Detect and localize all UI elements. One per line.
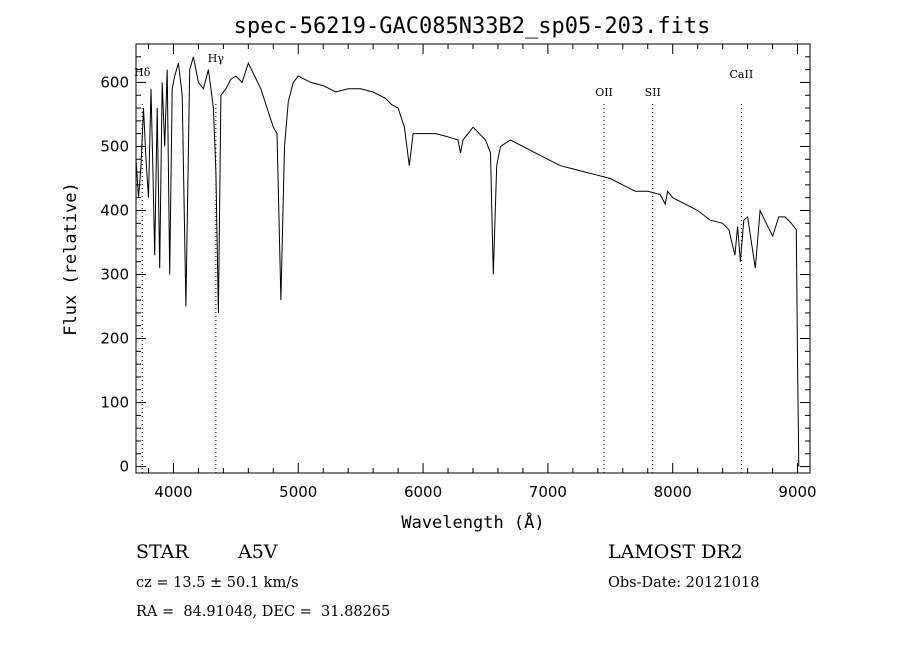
y-tick-label: 400 [100, 201, 129, 219]
x-axis-label: Wavelength (Å) [401, 511, 544, 533]
redshift-text: cz = 13.5 ± 50.1 km/s [136, 575, 299, 591]
x-tick-label: 8000 [654, 483, 692, 501]
x-tick-label: 9000 [778, 483, 816, 501]
spectrum-line [136, 56, 800, 467]
annotation-label: SII [645, 86, 661, 99]
series-layer [136, 56, 800, 467]
y-axis-label: Flux (relative) [61, 182, 81, 336]
y-axis: 0 100 200 300 400 500 600 [100, 56, 810, 476]
y-tick-label: 0 [119, 458, 129, 476]
y-tick-label: 500 [100, 137, 129, 155]
y-tick-label: 100 [100, 394, 129, 412]
annotation-labels: Hδ Hγ OII SII CaII [134, 52, 753, 99]
object-subclass: A5V [238, 541, 278, 563]
annotation-label: OII [595, 86, 613, 99]
plot-frame [135, 43, 811, 474]
annotation-lines [141, 104, 742, 473]
coordinates-text: RA = 84.91048, DEC = 31.88265 [136, 604, 391, 620]
annotation-label: Hγ [208, 52, 225, 65]
y-tick-label: 300 [100, 266, 129, 284]
chart-title: spec-56219-GAC085N33B2_sp05-203.fits [234, 14, 711, 39]
data-release: LAMOST DR2 [608, 541, 743, 563]
y-tick-label: 600 [100, 73, 129, 91]
y-tick-label: 200 [100, 330, 129, 348]
x-tick-label: 5000 [279, 483, 317, 501]
x-tick-label: 7000 [529, 483, 567, 501]
object-type: STAR [136, 541, 189, 563]
x-tick-label: 6000 [404, 483, 442, 501]
obs-date-text: Obs-Date: 20121018 [608, 575, 760, 591]
x-axis: 4000 5000 6000 7000 8000 9000 [147, 44, 817, 501]
x-tick-label: 4000 [154, 483, 192, 501]
annotation-label: CaII [730, 68, 754, 81]
annotation-label: Hδ [134, 66, 151, 79]
